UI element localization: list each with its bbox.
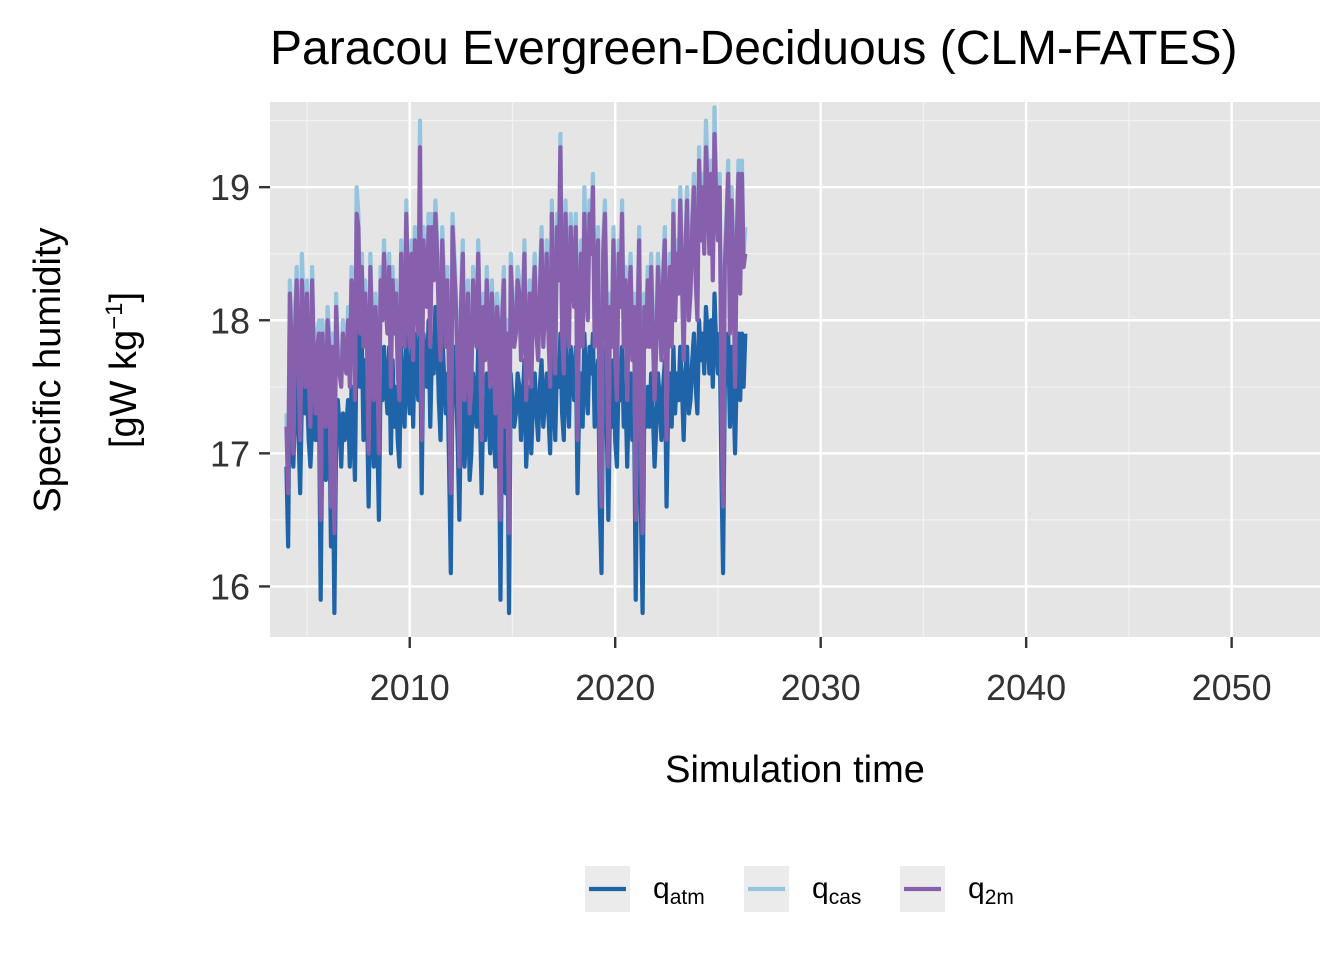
y-axis-unit-prefix: [gW kg xyxy=(103,330,145,448)
legend-label: qcas xyxy=(812,872,861,909)
legend-item-cas: qcas xyxy=(744,866,861,912)
legend-item-atm: qatm xyxy=(585,866,705,912)
y-axis-ticks: 16 17 18 19 xyxy=(210,167,270,607)
legend-item-2m: q2m xyxy=(900,866,1014,912)
x-tick-label: 2010 xyxy=(370,667,450,708)
x-tick-label: 2040 xyxy=(986,667,1066,708)
legend-label: qatm xyxy=(653,872,705,909)
legend-label-sub: atm xyxy=(670,886,705,909)
x-axis-ticks: 2010 2020 2030 2040 2050 xyxy=(370,637,1272,708)
legend: qatm qcas q2m xyxy=(585,866,1014,912)
y-tick-label: 19 xyxy=(210,167,250,208)
y-tick-label: 16 xyxy=(210,566,250,607)
y-axis-title: Specific humidity [gW kg−1] xyxy=(27,227,145,512)
y-axis-title-line2: [gW kg−1] xyxy=(101,292,145,448)
y-axis-unit-suffix: ] xyxy=(103,292,145,303)
legend-label-main: q xyxy=(812,872,829,905)
legend-label-sub: 2m xyxy=(985,886,1014,909)
legend-label-main: q xyxy=(653,872,670,905)
legend-label-sub: cas xyxy=(829,886,862,909)
x-tick-label: 2050 xyxy=(1192,667,1272,708)
y-tick-label: 17 xyxy=(210,433,250,474)
series-layer xyxy=(284,105,748,616)
legend-label-main: q xyxy=(968,872,985,905)
y-tick-label: 18 xyxy=(210,300,250,341)
x-tick-label: 2020 xyxy=(575,667,655,708)
y-axis-title-line1: Specific humidity xyxy=(27,227,69,512)
y-axis-unit-sup: −1 xyxy=(101,302,128,329)
chart-title: Paracou Evergreen-Deciduous (CLM-FATES) xyxy=(270,22,1237,75)
x-axis-title: Simulation time xyxy=(665,749,925,791)
legend-label: q2m xyxy=(968,872,1014,909)
series-line-2m xyxy=(284,131,748,536)
x-tick-label: 2030 xyxy=(781,667,861,708)
